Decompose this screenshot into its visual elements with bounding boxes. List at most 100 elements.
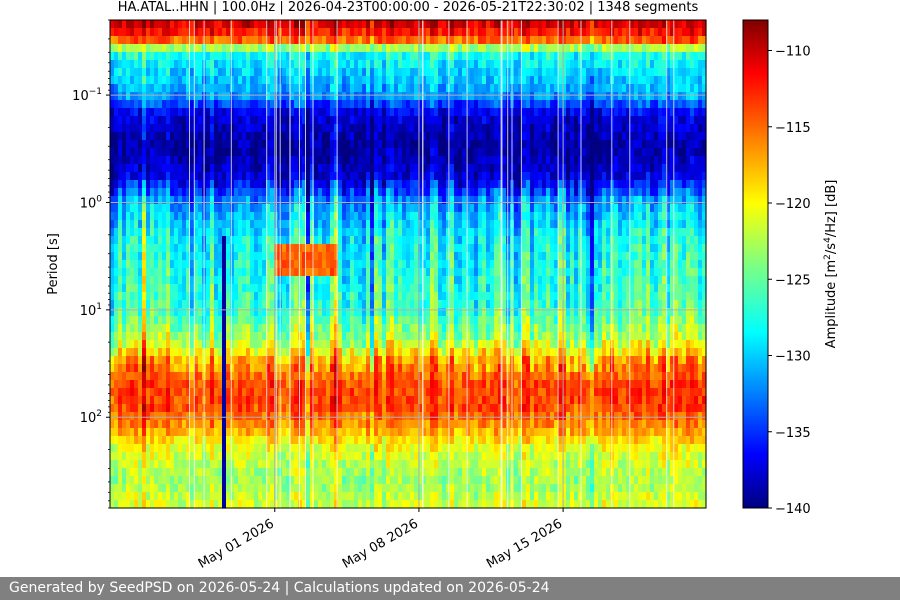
heatmap-cell: [194, 84, 199, 93]
heatmap-cell: [426, 356, 431, 365]
heatmap-cell: [174, 292, 179, 301]
heatmap-cell: [158, 428, 163, 437]
heatmap-cell: [138, 348, 143, 357]
heatmap-cell: [138, 308, 143, 317]
heatmap-cell: [210, 172, 215, 181]
heatmap-cell: [182, 260, 187, 269]
heatmap-cell: [134, 132, 139, 141]
heatmap-cell: [386, 404, 391, 413]
heatmap-cell: [166, 156, 171, 165]
heatmap-cell: [418, 364, 423, 373]
heatmap-cell: [214, 180, 219, 189]
heatmap-cell: [314, 348, 319, 357]
heatmap-cell: [338, 316, 343, 325]
heatmap-cell: [262, 220, 267, 229]
heatmap-cell: [142, 68, 147, 77]
heatmap-cell: [134, 20, 139, 29]
heatmap-cell: [194, 252, 199, 261]
heatmap-cell: [346, 20, 351, 29]
heatmap-cell: [246, 300, 251, 309]
heatmap-cell: [242, 412, 247, 421]
heatmap-cell: [146, 316, 151, 325]
heatmap-cell: [214, 484, 219, 493]
heatmap-cell: [258, 220, 263, 229]
heatmap-cell: [218, 428, 223, 437]
heatmap-cell: [190, 244, 195, 253]
heatmap-cell: [410, 436, 415, 445]
heatmap-cell: [214, 148, 219, 157]
heatmap-cell: [362, 420, 367, 429]
heatmap-cell: [246, 444, 251, 453]
heatmap-cell: [310, 252, 315, 261]
heatmap-cell: [358, 356, 363, 365]
heatmap-cell: [318, 52, 323, 61]
heatmap-cell: [358, 316, 363, 325]
heatmap-cell: [170, 212, 175, 221]
heatmap-cell: [390, 100, 395, 109]
heatmap-cell: [158, 444, 163, 453]
heatmap-cell: [230, 404, 235, 413]
heatmap-cell: [230, 276, 235, 285]
heatmap-cell: [354, 468, 359, 477]
heatmap-cell: [306, 332, 311, 341]
heatmap-cell: [118, 324, 123, 333]
heatmap-cell: [338, 132, 343, 141]
heatmap-cell: [174, 364, 179, 373]
heatmap-cell: [314, 84, 319, 93]
heatmap-cell: [270, 292, 275, 301]
heatmap-cell: [190, 436, 195, 445]
heatmap-cell: [162, 308, 167, 317]
heatmap-cell: [362, 452, 367, 461]
heatmap-cell: [186, 236, 191, 245]
heatmap-cell: [350, 212, 355, 221]
heatmap-cell: [114, 324, 119, 333]
heatmap-cell: [290, 268, 295, 277]
heatmap-cell: [158, 452, 163, 461]
heatmap-cell: [370, 348, 375, 357]
heatmap-cell: [354, 84, 359, 93]
heatmap-cell: [150, 260, 155, 269]
heatmap-cell: [254, 356, 259, 365]
heatmap-cell: [338, 28, 343, 37]
heatmap-cell: [402, 452, 407, 461]
heatmap-cell: [246, 276, 251, 285]
heatmap-cell: [250, 484, 255, 493]
heatmap-cell: [382, 292, 387, 301]
heatmap-cell: [206, 28, 211, 37]
heatmap-cell: [214, 324, 219, 333]
heatmap-cell: [210, 364, 215, 373]
heatmap-cell: [118, 108, 123, 117]
heatmap-cell: [302, 124, 307, 133]
heatmap-cell: [262, 324, 267, 333]
heatmap-cell: [182, 92, 187, 101]
heatmap-cell: [302, 204, 307, 213]
heatmap-cell: [342, 412, 347, 421]
heatmap-cell: [390, 460, 395, 469]
heatmap-cell: [210, 252, 215, 261]
heatmap-cell: [350, 412, 355, 421]
heatmap-cell: [254, 172, 259, 181]
heatmap-cell: [246, 284, 251, 293]
heatmap-cell: [394, 500, 399, 509]
heatmap-cell: [426, 76, 431, 85]
heatmap-cell: [382, 60, 387, 69]
heatmap-cell: [422, 236, 427, 245]
heatmap-cell: [266, 380, 271, 389]
heatmap-cell: [146, 276, 151, 285]
heatmap-cell: [262, 364, 267, 373]
heatmap-cell: [322, 196, 327, 205]
heatmap-cell: [414, 244, 419, 253]
heatmap-cell: [298, 220, 303, 229]
heatmap-cell: [298, 44, 303, 53]
heatmap-cell: [158, 228, 163, 237]
heatmap-cell: [230, 316, 235, 325]
heatmap-cell: [426, 396, 431, 405]
heatmap-cell: [242, 324, 247, 333]
heatmap-cell: [262, 244, 267, 253]
heatmap-cell: [174, 228, 179, 237]
heatmap-cell: [314, 148, 319, 157]
heatmap-cell: [122, 348, 127, 357]
heatmap-cell: [314, 124, 319, 133]
heatmap-cell: [238, 380, 243, 389]
heatmap-cell: [290, 420, 295, 429]
